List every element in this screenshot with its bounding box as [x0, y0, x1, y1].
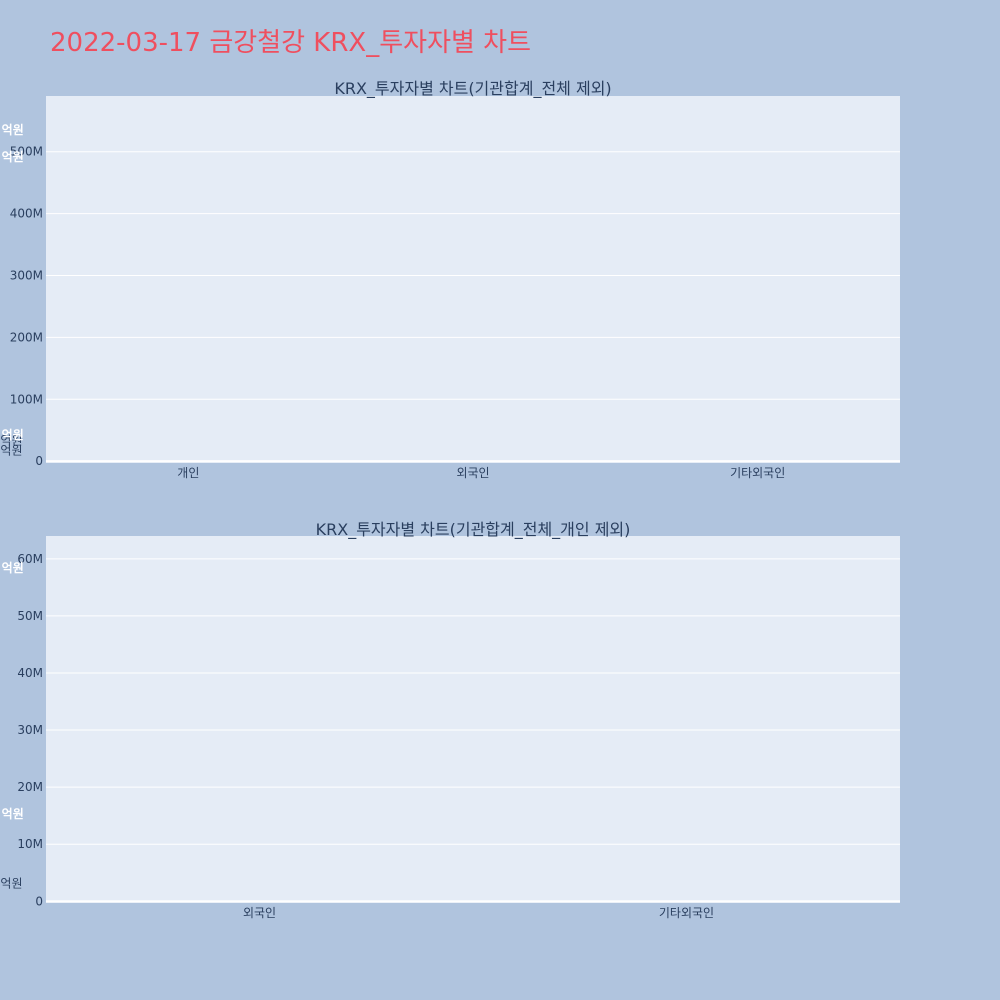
chart2-plot-area [46, 536, 900, 903]
chart2-data-label: 0.6 억원 [0, 561, 24, 575]
chart2-ytick-label: 40M [17, 666, 43, 680]
chart1-ytick-label: 0 [35, 454, 43, 468]
chart2-ytick-label: 10M [17, 837, 43, 851]
chart1-xtick-label: 기타외국인 [730, 466, 785, 480]
chart1-ytick-label: 200M [10, 330, 43, 344]
chart2-ytick-label: 0 [35, 894, 43, 908]
chart2-data-label: 0.2 억원 [0, 807, 24, 821]
chart1-ytick-label: 100M [10, 392, 43, 406]
page-title: 2022-03-17 금강철강 KRX_투자자별 차트 [50, 28, 532, 58]
chart2-ytick-label: 20M [17, 780, 43, 794]
chart2-ytick-label: 50M [17, 609, 43, 623]
chart1-ytick-label: 300M [10, 268, 43, 282]
chart1-data-label: 5.5 억원 [0, 123, 24, 137]
chart1-xtick-label: 개인 [177, 466, 199, 480]
chart1-data-label: 5.1 억원 [0, 150, 24, 164]
chart2-ytick-label: 30M [17, 723, 43, 737]
chart1-data-label: 0.6 억원 [0, 428, 24, 442]
chart2-data-label: 0.0 억원 [0, 876, 22, 890]
chart2-xtick-label: 외국인 [243, 906, 276, 920]
chart1-ytick-label: 400M [10, 207, 43, 221]
chart1-plot-area [46, 96, 900, 463]
chart1-xtick-label: 외국인 [456, 466, 489, 480]
chart2-ytick-label: 60M [17, 552, 43, 566]
chart1-title: KRX_투자자별 차트(기관합계_전체 제외) [334, 79, 611, 99]
chart1-data-label: 0.0 억원 [0, 443, 22, 457]
chart1-data-label: 0.2 억원 [0, 434, 22, 448]
chart2-xtick-label: 기타외국인 [659, 906, 714, 920]
chart1-ytick-label: 500M [10, 145, 43, 159]
chart2-title: KRX_투자자별 차트(기관합계_전체_개인 제외) [316, 520, 631, 540]
